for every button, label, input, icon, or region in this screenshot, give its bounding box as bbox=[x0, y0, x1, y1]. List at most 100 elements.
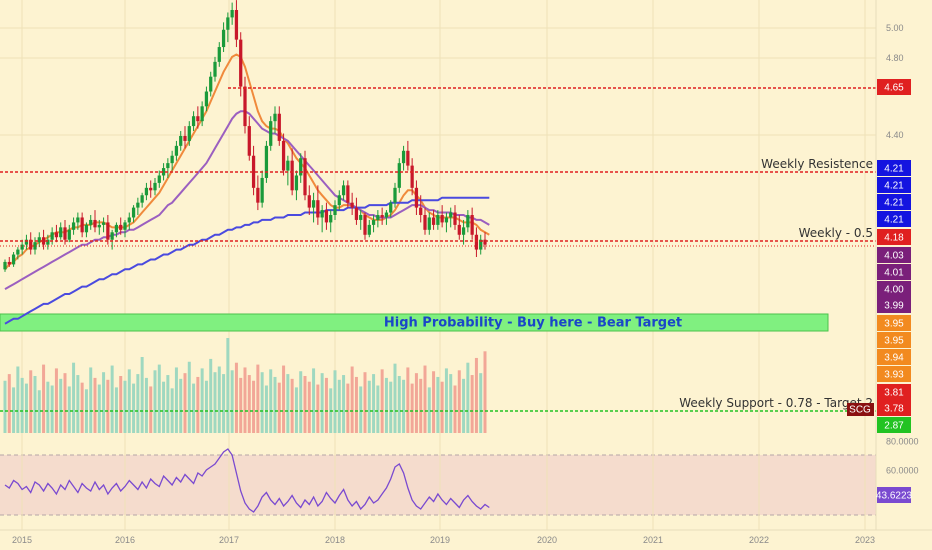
price-badge bbox=[877, 79, 911, 95]
candle-body bbox=[37, 237, 41, 243]
candle-body bbox=[376, 215, 380, 220]
volume-bar bbox=[16, 366, 20, 433]
volume-bar bbox=[76, 375, 80, 433]
volume-bar bbox=[427, 387, 431, 433]
candle-body bbox=[367, 224, 371, 235]
y-tick-label: 4.40 bbox=[886, 130, 904, 140]
volume-bar bbox=[479, 373, 483, 433]
volume-bar bbox=[333, 370, 337, 433]
candle-body bbox=[470, 215, 474, 235]
volume-bar bbox=[157, 364, 161, 433]
volume-bar bbox=[303, 376, 307, 433]
candle-body bbox=[127, 217, 131, 223]
volume-bar bbox=[179, 378, 183, 433]
candle-body bbox=[333, 205, 337, 216]
rsi-panel bbox=[0, 455, 876, 515]
candle-body bbox=[170, 155, 174, 164]
candle-body bbox=[16, 249, 20, 255]
volume-bar bbox=[37, 390, 41, 433]
price-badge-label: 80.0000 bbox=[886, 436, 919, 446]
volume-bar bbox=[67, 386, 71, 433]
price-badge bbox=[877, 400, 911, 416]
price-badge-label: 4.21 bbox=[884, 215, 904, 226]
candle-body bbox=[466, 215, 470, 228]
candle-body bbox=[363, 215, 367, 235]
volume-bar bbox=[243, 367, 247, 433]
candle-body bbox=[140, 195, 144, 203]
volume-bar bbox=[290, 378, 294, 433]
price-badge-label: 3.99 bbox=[884, 301, 904, 312]
candle-body bbox=[71, 222, 76, 230]
price-badge bbox=[877, 194, 911, 210]
candle-body bbox=[20, 244, 24, 250]
volume-bar bbox=[144, 377, 148, 433]
volume-bar bbox=[457, 370, 461, 433]
candle-body bbox=[67, 229, 71, 240]
y-tick-label: 5.00 bbox=[886, 23, 904, 33]
volume-bar bbox=[192, 383, 196, 433]
candle-body bbox=[3, 261, 7, 270]
volume-bar bbox=[3, 380, 7, 433]
price-badge-label: 4.21 bbox=[884, 164, 904, 175]
volume-bar bbox=[406, 367, 410, 433]
price-badge bbox=[877, 160, 911, 176]
candle-body bbox=[427, 217, 431, 230]
candle-body bbox=[239, 39, 243, 87]
candle-body bbox=[281, 140, 286, 171]
moving-average-line bbox=[4, 110, 490, 290]
candle-body bbox=[256, 187, 260, 203]
candle-body bbox=[264, 145, 269, 178]
volume-bar bbox=[183, 373, 187, 433]
candle-body bbox=[397, 163, 401, 188]
price-badge-label: 4.00 bbox=[884, 285, 904, 296]
price-badge bbox=[877, 315, 911, 331]
candle-body bbox=[213, 61, 217, 77]
price-badge-label: 3.81 bbox=[884, 388, 904, 399]
volume-bar bbox=[462, 378, 466, 433]
volume-bars bbox=[3, 338, 487, 433]
gridlines bbox=[0, 0, 876, 530]
volume-bar bbox=[127, 369, 131, 433]
price-badge bbox=[877, 297, 911, 313]
volume-bar bbox=[174, 367, 178, 433]
candle-body bbox=[59, 227, 63, 238]
candle-body bbox=[359, 215, 363, 220]
candle-body bbox=[7, 261, 11, 265]
volume-bar bbox=[217, 366, 221, 433]
x-tick-label: 2018 bbox=[325, 535, 345, 545]
price-badge-label: 2.87 bbox=[884, 421, 904, 432]
volume-bar bbox=[294, 387, 298, 433]
volume-bar bbox=[33, 376, 37, 433]
volume-bar bbox=[444, 368, 448, 433]
candle-body bbox=[226, 17, 230, 30]
volume-bar bbox=[299, 371, 303, 433]
candle-body bbox=[84, 224, 89, 233]
candle-body bbox=[217, 47, 221, 62]
price-badge bbox=[877, 211, 911, 227]
volume-bar bbox=[80, 382, 84, 433]
candle-body bbox=[453, 212, 457, 225]
volume-bar bbox=[54, 368, 58, 433]
volume-bar bbox=[153, 370, 157, 433]
candle-body bbox=[114, 224, 119, 233]
volume-bar bbox=[346, 383, 350, 433]
volume-bar bbox=[140, 357, 144, 433]
price-badge bbox=[877, 349, 911, 365]
price-badge-label: 4.65 bbox=[884, 83, 904, 94]
price-badge-label: 4.01 bbox=[884, 268, 904, 279]
candle-body bbox=[251, 155, 256, 188]
candle-body bbox=[371, 219, 376, 225]
level-label-half: Weekly - 0.5 bbox=[799, 226, 873, 240]
volume-bar bbox=[114, 387, 118, 433]
x-tick-label: 2019 bbox=[430, 535, 450, 545]
price-badge bbox=[877, 384, 911, 400]
volume-bar bbox=[282, 365, 286, 433]
candle-body bbox=[384, 212, 389, 218]
volume-bar bbox=[380, 369, 384, 433]
volume-bar bbox=[264, 385, 268, 433]
price-badge-label: 4.21 bbox=[884, 181, 904, 192]
candle-body bbox=[273, 113, 277, 122]
volume-bar bbox=[213, 372, 217, 433]
volume-bar bbox=[436, 376, 440, 433]
candle-body bbox=[444, 217, 449, 223]
